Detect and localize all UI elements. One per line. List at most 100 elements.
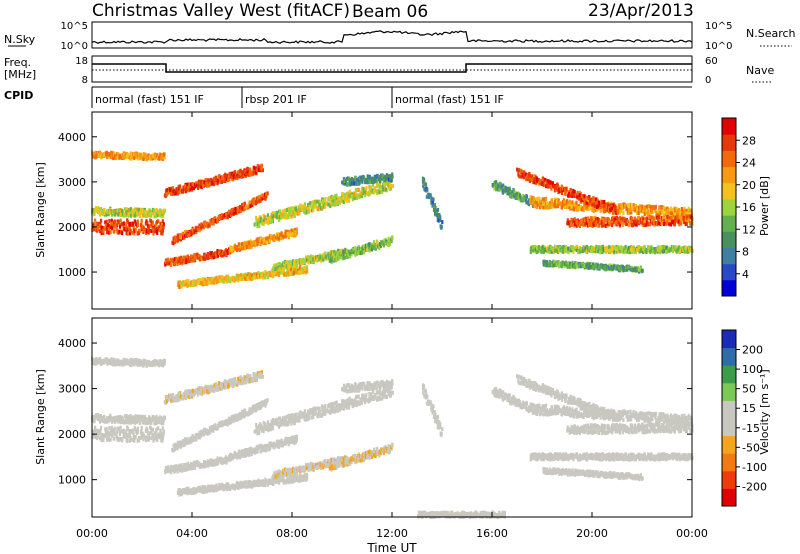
heatmap-cell [431,203,434,208]
heatmap-cell [588,220,591,225]
heatmap-cell [129,429,132,434]
heatmap-cell [560,191,564,195]
heatmap-cell [354,180,357,185]
heatmap-cell [532,248,535,253]
heatmap-cell [264,196,267,201]
heatmap-cell [549,180,552,185]
heatmap-cell [180,235,183,240]
heatmap-cell [611,215,614,220]
heatmap-cell [567,246,570,251]
heatmap-cell [190,280,193,285]
heatmap-cell [295,263,299,267]
heatmap-cell [231,207,234,212]
heatmap-cell [106,223,110,228]
heatmap-cell [219,180,222,184]
heatmap-cell [110,357,113,362]
heatmap-cell [370,185,373,190]
heatmap-cell [378,190,381,195]
heatmap-cell [569,222,572,227]
heatmap-cell [279,270,282,275]
heatmap-cell [164,259,167,264]
heatmap-cell [341,250,344,255]
heatmap-cell [373,240,376,245]
heatmap-cell [291,231,294,236]
heatmap-cell [546,249,549,254]
heatmap-cell [540,204,543,209]
heatmap-cell [533,177,536,182]
heatmap-cell [587,196,590,201]
heatmap-cell [643,212,646,217]
heatmap-cell [155,427,159,431]
heatmap-cell [679,220,683,225]
heatmap-cell [334,194,337,199]
heatmap-cell [615,247,618,252]
heatmap-cell [589,222,592,227]
heatmap-cell [203,220,206,225]
heatmap-cell [642,217,645,222]
heatmap-cell [192,229,196,234]
heatmap-cell [256,199,259,204]
heatmap-cell [207,280,210,285]
heatmap-cell [119,213,122,218]
heatmap-cell [250,200,253,205]
heatmap-cell [670,215,673,220]
heatmap-cell [689,214,692,219]
heatmap-cell [161,438,164,443]
heatmap-cell [368,174,371,179]
heatmap-cell [587,202,590,207]
heatmap-cell [98,436,101,441]
heatmap-cell [116,435,119,440]
beam-label: Beam 06 [352,2,428,22]
heatmap-cell [333,249,336,254]
heatmap-cell [355,188,358,192]
heatmap-cell [342,199,345,204]
heatmap-cell [158,155,161,160]
heatmap-cell [652,206,655,211]
heatmap-cell [201,281,204,286]
heatmap-cell [159,433,163,438]
heatmap-cell [440,224,443,229]
heatmap-cell [595,220,598,225]
heatmap-cell [321,201,324,206]
heatmap-cell [112,155,115,160]
heatmap-cell [159,213,162,218]
heatmap-cell [601,204,604,209]
heatmap-cell [663,207,666,212]
heatmap-cell [548,250,552,255]
heatmap-cell [174,257,177,262]
heatmap-cell [193,253,196,258]
heatmap-cell [362,186,365,191]
heatmap-cell [547,262,551,267]
heatmap-cell [202,183,205,188]
heatmap-cell [150,219,153,224]
heatmap-cell [240,208,243,213]
heatmap-cell [184,184,187,188]
heatmap-cell [685,249,688,254]
heatmap-cell [107,226,110,231]
heatmap-cell [288,260,291,265]
heatmap-cell [542,182,545,187]
heatmap-cell [164,194,167,199]
heatmap-cell [160,209,163,214]
heatmap-cell [575,207,578,212]
heatmap-cell [575,244,578,249]
heatmap-cell [142,228,145,233]
heatmap-cell [106,154,109,159]
heatmap-cell [260,163,263,168]
heatmap-cell [147,230,150,235]
heatmap-cell [593,247,596,251]
heatmap-cell [134,154,138,159]
heatmap-cell [358,246,361,251]
heatmap-cell [160,228,163,233]
heatmap-cell [249,272,252,277]
heatmap-cell [102,414,106,419]
heatmap-cell [688,209,692,213]
heatmap-cell [580,207,583,212]
heatmap-cell [592,209,595,214]
heatmap-cell [153,152,156,157]
heatmap-cell [648,245,651,250]
heatmap-cell [121,222,124,227]
heatmap-cell [554,248,557,253]
heatmap-cell [194,280,197,285]
heatmap-cell [246,276,249,281]
